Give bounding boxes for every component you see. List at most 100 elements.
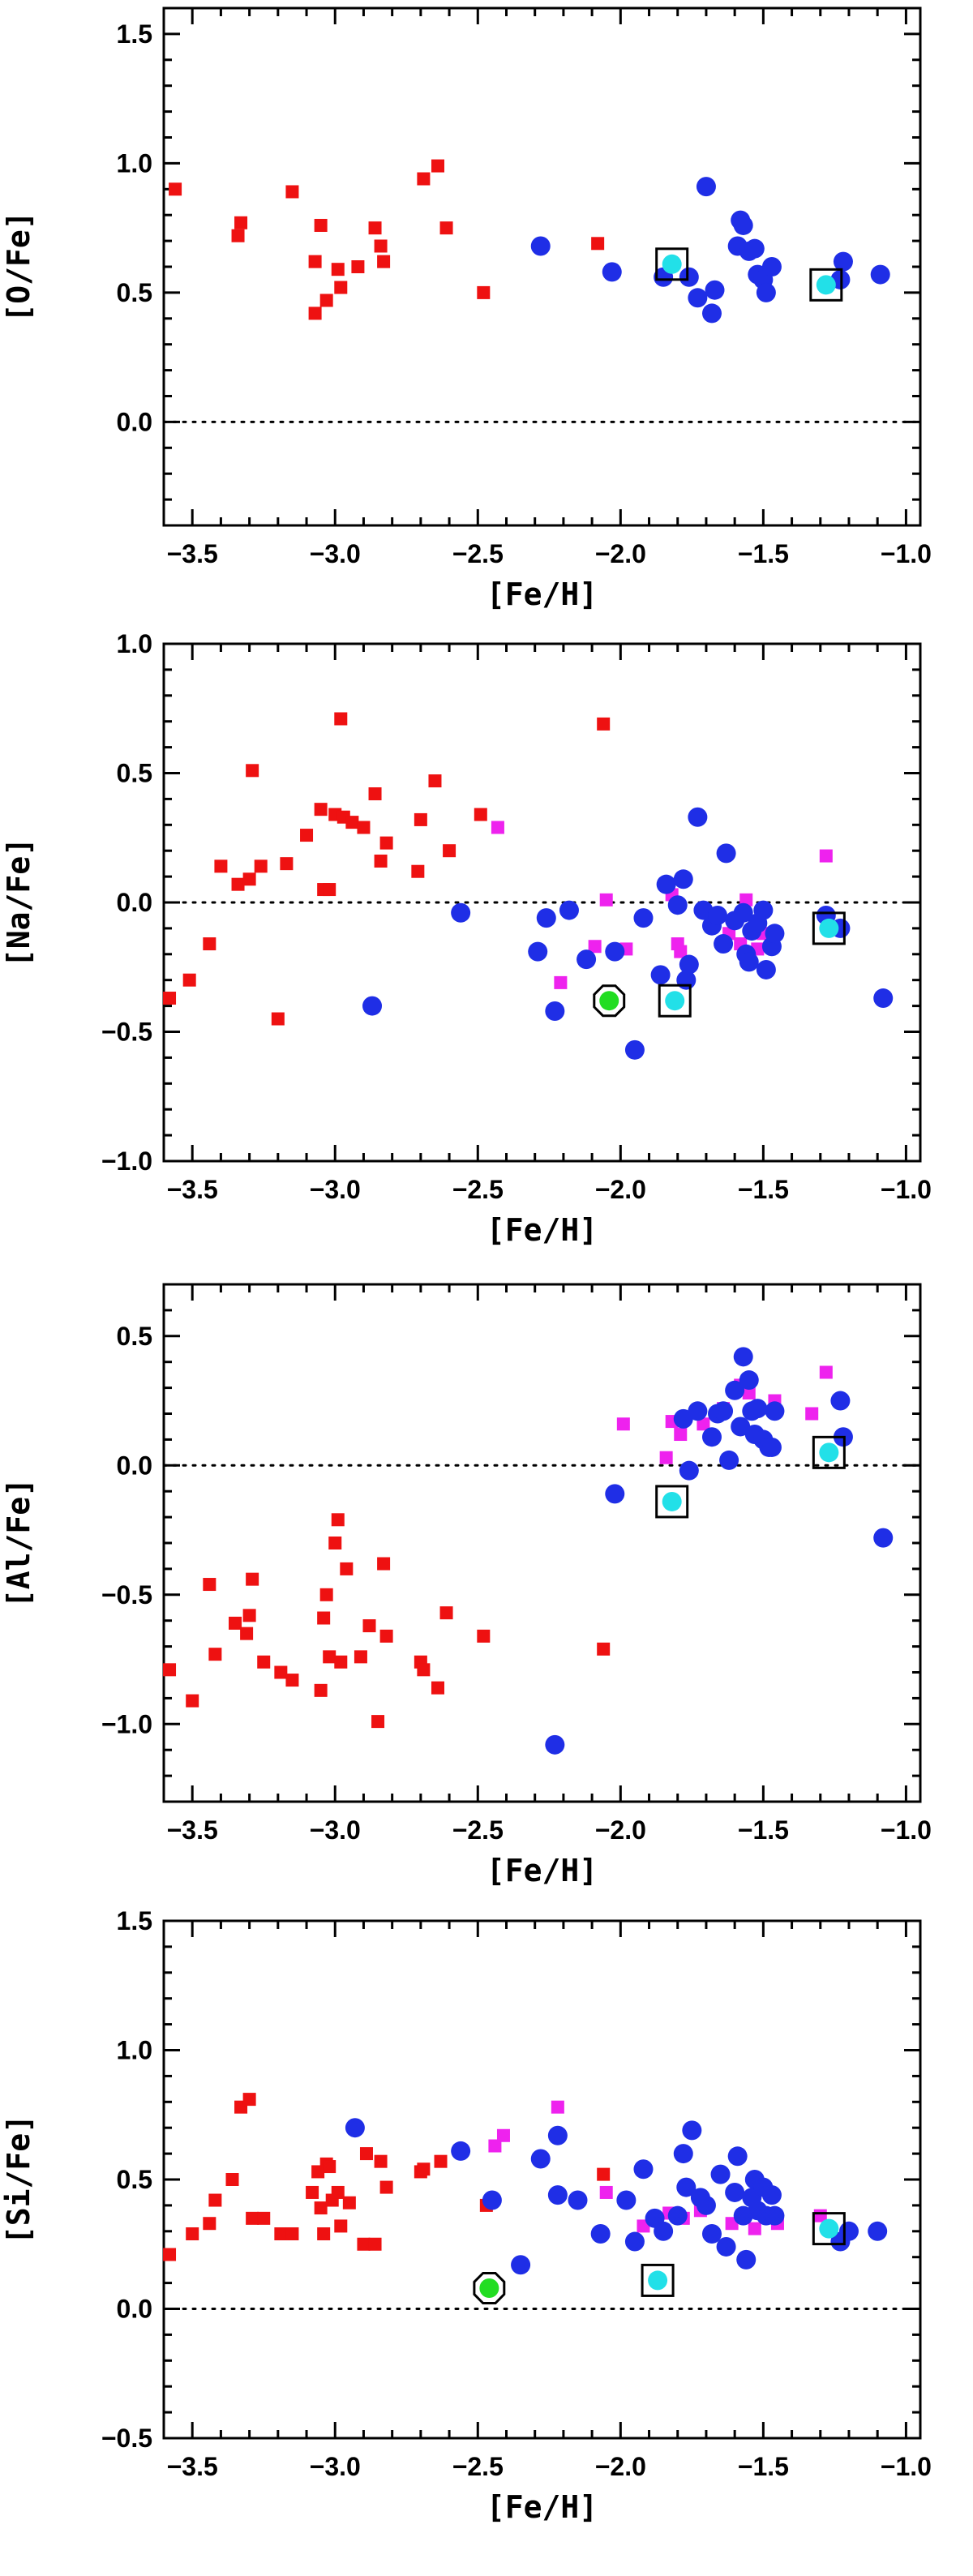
blue-circle-point bbox=[633, 2159, 654, 2180]
blue-circle-point bbox=[688, 288, 708, 308]
red-square-point bbox=[242, 872, 256, 886]
red-square-point bbox=[186, 2227, 199, 2240]
red-square-point bbox=[368, 221, 382, 235]
red-square-point bbox=[319, 1588, 333, 1601]
blue-circle-point bbox=[616, 2190, 637, 2210]
red-square-point bbox=[477, 285, 491, 299]
blue-circle-point bbox=[667, 895, 688, 915]
blue-circle-point bbox=[733, 902, 753, 923]
blue-circle-point bbox=[605, 941, 625, 962]
red-square-point bbox=[169, 182, 182, 196]
o-fe-y-axis-label: [O/Fe] bbox=[1, 211, 36, 322]
blue-circle-point bbox=[624, 2231, 645, 2252]
red-square-point bbox=[345, 816, 359, 829]
blue-circle-point bbox=[710, 2164, 731, 2184]
blue-circle-point bbox=[530, 236, 551, 256]
magenta-square-point bbox=[599, 893, 613, 907]
o-fe-x-tick-label: −1.0 bbox=[881, 539, 932, 568]
blue-circle-point bbox=[451, 2141, 471, 2161]
blue-circle-point bbox=[761, 2185, 782, 2205]
red-square-point bbox=[334, 2219, 348, 2233]
red-square-point bbox=[474, 808, 487, 821]
red-square-point bbox=[229, 1616, 242, 1630]
al-fe-y-tick-label: 0.0 bbox=[117, 1451, 152, 1480]
si-fe-x-tick-label: −3.5 bbox=[167, 2452, 218, 2481]
blue-circle-point bbox=[701, 1427, 722, 1447]
red-square-point bbox=[308, 255, 322, 268]
blue-circle-point bbox=[727, 2146, 748, 2167]
blue-circle-point bbox=[673, 1408, 693, 1429]
red-square-point bbox=[317, 2227, 331, 2240]
na-fe-y-tick-label: 0.5 bbox=[117, 759, 152, 788]
blue-circle-point bbox=[547, 2185, 568, 2205]
red-square-point bbox=[163, 2248, 177, 2261]
red-square-point bbox=[334, 1655, 348, 1669]
red-square-point bbox=[597, 1642, 611, 1656]
na-fe-x-tick-label: −3.0 bbox=[310, 1175, 361, 1204]
cyan-point-box bbox=[812, 911, 846, 945]
red-square-point bbox=[431, 1681, 444, 1695]
blue-circle-point bbox=[590, 2223, 611, 2244]
red-square-point bbox=[203, 2217, 216, 2231]
magenta-square-point bbox=[588, 940, 602, 954]
red-square-point bbox=[306, 2185, 319, 2199]
o-fe-y-tick-label: 0.5 bbox=[117, 278, 152, 307]
red-square-point bbox=[319, 294, 333, 307]
o-fe-y-tick-label: 1.0 bbox=[117, 148, 152, 178]
blue-circle-point bbox=[701, 2223, 722, 2244]
na-fe-x-tick-label: −1.5 bbox=[738, 1175, 789, 1204]
red-square-point bbox=[280, 857, 294, 871]
o-fe-x-tick-label: −3.0 bbox=[310, 539, 361, 568]
blue-circle-point bbox=[624, 1039, 645, 1060]
blue-circle-point bbox=[682, 2120, 702, 2141]
red-square-point bbox=[417, 2162, 431, 2176]
blue-circle-point bbox=[716, 2236, 736, 2257]
red-square-point bbox=[323, 1650, 336, 1664]
blue-circle-point bbox=[708, 905, 728, 925]
red-square-point bbox=[234, 216, 248, 229]
magenta-square-point bbox=[599, 2185, 613, 2199]
blue-circle-point bbox=[679, 1460, 699, 1481]
red-square-point bbox=[246, 1572, 259, 1586]
red-square-point bbox=[225, 2173, 239, 2186]
red-square-point bbox=[334, 281, 348, 294]
red-square-point bbox=[257, 1655, 271, 1669]
red-square-point bbox=[597, 717, 611, 731]
al-fe-y-tick-label: −1.0 bbox=[101, 1709, 152, 1738]
cyan-circle-point bbox=[816, 275, 836, 295]
red-square-point bbox=[163, 1663, 177, 1677]
magenta-square-point bbox=[805, 1407, 819, 1421]
red-square-point bbox=[377, 255, 391, 268]
red-square-point bbox=[308, 306, 322, 320]
red-square-point bbox=[323, 2160, 336, 2174]
al-fe-x-tick-label: −1.5 bbox=[738, 1815, 789, 1845]
blue-circle-point bbox=[719, 1450, 739, 1470]
si-fe-y-tick-label: 0.5 bbox=[117, 2165, 152, 2194]
blue-circle-point bbox=[761, 257, 782, 276]
green-point-octagon bbox=[593, 984, 626, 1018]
blue-circle-point bbox=[482, 2190, 502, 2210]
cyan-circle-point bbox=[662, 1491, 682, 1511]
blue-circle-point bbox=[714, 934, 734, 954]
red-square-point bbox=[362, 1619, 376, 1633]
magenta-square-point bbox=[496, 2128, 510, 2142]
red-square-point bbox=[208, 2193, 222, 2207]
al-fe-y-axis-label: [Al/Fe] bbox=[1, 1478, 36, 1608]
red-square-point bbox=[443, 844, 456, 858]
blue-circle-point bbox=[676, 2177, 697, 2197]
si-fe-y-axis-label: [Si/Fe] bbox=[1, 2115, 36, 2244]
magenta-square-point bbox=[616, 1417, 630, 1431]
cyan-point-box bbox=[641, 2263, 675, 2297]
red-square-point bbox=[374, 854, 388, 868]
al-fe-x-axis-label: [Fe/H] bbox=[486, 1853, 598, 1888]
al-fe-panel: −3.5 −3.0 −2.5 −2.0 −1.5 −1.0 −1.0 −0.5 0.0 0.5 [F… bbox=[1, 1283, 932, 1888]
al-fe-x-tick-label: −3.0 bbox=[310, 1815, 361, 1845]
blue-circle-point bbox=[725, 1380, 745, 1400]
red-square-point bbox=[203, 1578, 216, 1592]
blue-circle-point bbox=[756, 282, 776, 302]
red-square-point bbox=[300, 829, 314, 842]
na-fe-x-tick-label: −2.5 bbox=[452, 1175, 504, 1204]
si-fe-x-tick-label: −3.0 bbox=[310, 2452, 361, 2481]
blue-circle-point bbox=[345, 2118, 365, 2138]
